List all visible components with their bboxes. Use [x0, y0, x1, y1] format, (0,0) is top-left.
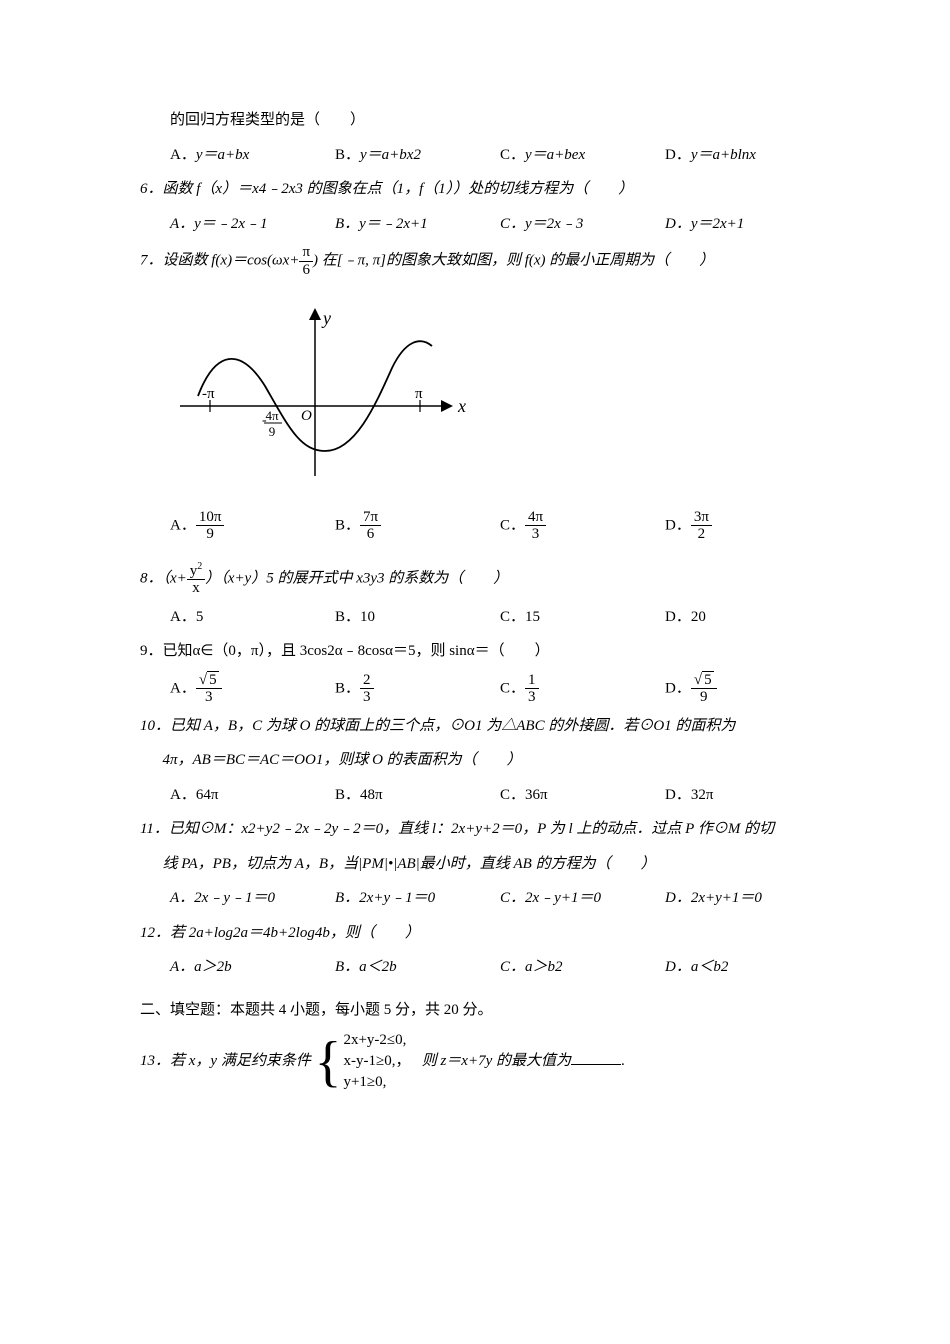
section-2-heading: 二、填空题：本题共 4 小题，每小题 5 分，共 20 分。: [140, 996, 830, 1025]
answer-blank: [571, 1049, 621, 1065]
opt-a: A．a＞2b: [170, 953, 335, 982]
q9-options: A．√53 B．23 C．13 D．√59: [170, 672, 830, 706]
q8-stem: 8．（x+y2x）（x+y）5 的展开式中 x3y3 的系数为（ ）: [140, 561, 830, 597]
q7-stem: 7．设函数 f(x)＝cos(ωx+π6) 在[﹣π, π]的图象大致如图，则 …: [140, 244, 830, 278]
opt-a: A．10π9: [170, 509, 335, 543]
opt-d: D．20: [665, 603, 830, 632]
x-axis-label: x: [457, 396, 466, 416]
q11-stem: 11．已知⊙M：x2+y2﹣2x﹣2y﹣2＝0，直线 l：2x+y+2＝0，P …: [140, 815, 830, 844]
origin-label: O: [301, 408, 312, 424]
opt-a: A．y＝﹣2x﹣1: [170, 210, 335, 239]
opt-d: D．y＝a+blnx: [665, 141, 830, 170]
opt-b: B．7π6: [335, 509, 500, 543]
q10-options: A．64π B．48π C．36π D．32π: [170, 781, 830, 810]
opt-c: C．2x﹣y+1＝0: [500, 884, 665, 913]
opt-b: B．23: [335, 672, 500, 706]
q6-stem: 6．函数 f（x）＝x4﹣2x3 的图象在点（1，f（1））处的切线方程为（ ）: [140, 175, 830, 204]
q12-stem: 12．若 2a+log2a＝4b+2log4b，则（ ）: [140, 919, 830, 948]
opt-a: A．√53: [170, 672, 335, 706]
opt-d: D．3π2: [665, 509, 830, 543]
opt-c: C．15: [500, 603, 665, 632]
q8-options: A．5 B．10 C．15 D．20: [170, 603, 830, 632]
q12-options: A．a＞2b B．a＜2b C．a＞b2 D．a＜b2: [170, 953, 830, 982]
opt-a: A．y＝a+bx: [170, 141, 335, 170]
opt-a: A．5: [170, 603, 335, 632]
q5-options: A．y＝a+bx B．y＝a+bx2 C．y＝a+bex D．y＝a+blnx: [170, 141, 830, 170]
q13-stem: 13．若 x，y 满足约束条件 { 2x+y-2≤0, x-y-1≥0,， y+…: [140, 1030, 830, 1093]
left-brace-icon: {: [315, 1034, 342, 1090]
opt-b: B．y＝﹣2x+1: [335, 210, 500, 239]
opt-c: C．4π3: [500, 509, 665, 543]
opt-b: B．a＜2b: [335, 953, 500, 982]
opt-d: D．32π: [665, 781, 830, 810]
q6-options: A．y＝﹣2x﹣1 B．y＝﹣2x+1 C．y＝2x﹣3 D．y＝2x+1: [170, 210, 830, 239]
q7-options: A．10π9 B．7π6 C．4π3 D．3π2: [170, 509, 830, 543]
opt-b: B．48π: [335, 781, 500, 810]
q7-graph: y x -π π O - 4π 9: [170, 296, 830, 497]
tick-num: 4π: [265, 408, 279, 423]
q5-continuation: 的回归方程类型的是（ ）: [140, 106, 830, 135]
opt-b: B．2x+y﹣1＝0: [335, 884, 500, 913]
q11-stem-line2: 线 PA，PB，切点为 A，B，当|PM|•|AB|最小时，直线 AB 的方程为…: [163, 850, 831, 879]
opt-c: C．y＝2x﹣3: [500, 210, 665, 239]
opt-d: D．a＜b2: [665, 953, 830, 982]
q10-stem-line2: 4π，AB＝BC＝AC＝OO1，则球 O 的表面积为（ ）: [163, 746, 831, 775]
y-axis-label: y: [321, 308, 331, 328]
opt-b: B．10: [335, 603, 500, 632]
q11-options: A．2x﹣y﹣1＝0 B．2x+y﹣1＝0 C．2x﹣y+1＝0 D．2x+y+…: [170, 884, 830, 913]
opt-a: A．64π: [170, 781, 335, 810]
constraint-system: 2x+y-2≤0, x-y-1≥0,， y+1≥0,: [343, 1030, 410, 1093]
neg-pi-label: -π: [202, 386, 215, 402]
opt-d: D．y＝2x+1: [665, 210, 830, 239]
opt-a: A．2x﹣y﹣1＝0: [170, 884, 335, 913]
opt-d: D．2x+y+1＝0: [665, 884, 830, 913]
opt-d: D．√59: [665, 672, 830, 706]
pi-label: π: [415, 386, 423, 402]
opt-b: B．y＝a+bx2: [335, 141, 500, 170]
opt-c: C．y＝a+bex: [500, 141, 665, 170]
q9-stem: 9．已知α∈（0，π），且 3cos2α﹣8cosα＝5，则 sinα＝（ ）: [140, 637, 830, 666]
opt-c: C．13: [500, 672, 665, 706]
tick-den: 9: [269, 424, 276, 439]
opt-c: C．36π: [500, 781, 665, 810]
q10-stem: 10．已知 A，B，C 为球 O 的球面上的三个点，⊙O1 为△ABC 的外接圆…: [140, 712, 830, 741]
